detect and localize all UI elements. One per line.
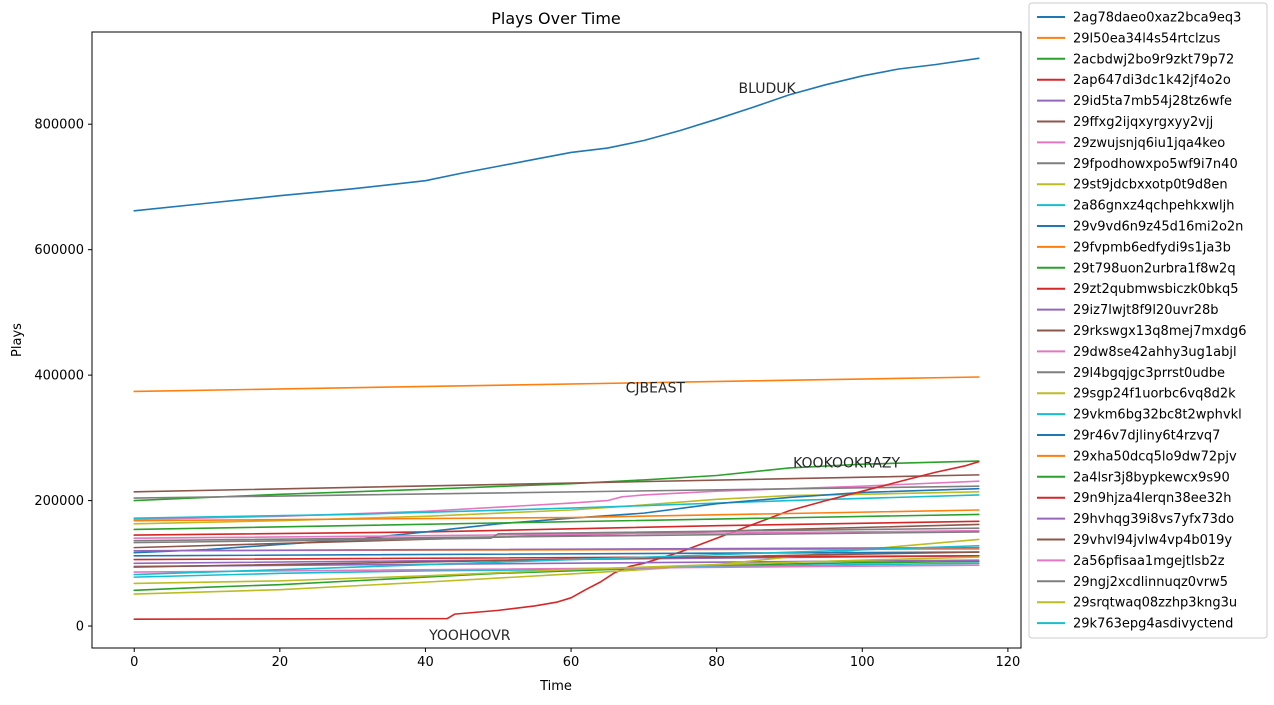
legend-label: 29rkswgx13q8mej7mxdg6 [1073,324,1247,339]
annotation-label: BLUDUK [739,81,797,97]
legend-label: 29xha50dcq5lo9dw72pjv [1073,449,1237,464]
series-line-29hvhqg39i8vs7yfx73do [133,546,980,552]
series-line-29l4bgqjgc3prrst0udbe [133,527,980,544]
x-axis-ticks: 0 20 40 60 80 100 120 [130,648,1020,670]
series-line-29n9hjza4lerqn38ee32h [133,554,980,561]
chart-legend: 2ag78daeo0xaz2bca9eq3 29l50ea34l4s54rtclz… [1028,2,1268,639]
series-line-29dw8se42ahhy3ug1abjl [133,529,980,540]
legend-label: 29hvhqg39i8vs7yfx73do [1073,512,1234,527]
series-line-2acbdwj2bo9r9zkt79p72 [133,460,980,502]
series-line-29srqtwaq08zzhp3kng3u [133,556,980,585]
legend-label: 29st9jdcbxxotp0t9d8en [1073,178,1228,193]
y-tick-label: 0 [76,620,84,635]
x-tick-label: 40 [417,655,434,670]
legend-label: 29vhvl94jvlw4vp4b019y [1073,533,1232,548]
series-line-29v9vd6n9z45d16mi2o2n [133,487,980,554]
legend-label: 2ag78daeo0xaz2bca9eq3 [1073,11,1241,26]
x-tick-label: 0 [130,655,138,670]
series-line-2a4lsr3j8bypkewcx9s90 [133,513,980,531]
plot-area [133,57,980,620]
series-line-29r46v7djliny6t4rzvq7 [133,551,980,557]
legend-label: 29n9hjza4lerqn38ee32h [1073,491,1232,506]
x-tick-label: 120 [995,655,1020,670]
series-line-29zt2qubmwsbiczk0bkq5 [133,460,980,620]
series-line-2ag78daeo0xaz2bca9eq3 [133,57,980,212]
legend-label: 29srqtwaq08zzhp3kng3u [1073,596,1237,611]
series-line-29k763epg4asdivyctend [133,544,980,576]
legend-label: 29id5ta7mb54j28tz6wfe [1073,94,1232,109]
series-line-29l50ea34l4s54rtclzus [133,376,980,393]
series-line-29t798uon2urbra1f8w2q [133,560,980,592]
legend-label: 2ap647di3dc1k42jf4o2o [1073,73,1231,88]
series-line-29xha50dcq5lo9dw72pjv [133,509,980,522]
legend-label: 2acbdwj2bo9r9zkt79p72 [1073,52,1234,67]
legend-label: 29v9vd6n9z45d16mi2o2n [1073,220,1243,235]
legend-label: 29l50ea34l4s54rtclzus [1073,31,1221,46]
axes-frame [91,31,1022,649]
x-tick-label: 100 [850,655,875,670]
y-tick-label: 800000 [34,118,84,133]
legend-label: 2a86gnxz4qchpehkxwljh [1073,199,1235,214]
legend-label: 29iz7lwjt8f9l20uvr28b [1073,303,1219,318]
legend-label: 29zt2qubmwsbiczk0bkq5 [1073,282,1238,297]
legend-label: 29r46v7djliny6t4rzvq7 [1073,429,1220,444]
legend-label: 29ffxg2ijqxyrgxyy2vjj [1073,115,1213,130]
legend-label: 29fpodhowxpo5wf9i7n40 [1073,157,1238,172]
x-tick-label: 80 [708,655,725,670]
y-axis-label: Plays [10,323,25,357]
legend-frame [1028,2,1268,639]
legend-label: 29zwujsnjq6iu1jqa4keo [1073,136,1225,151]
chart-annotations: BLUDUK CJBEAST KOOKOOKRAZY YOOHOOVR [428,81,900,644]
legend-label: 29ngj2xcdlinnuqz0vrw5 [1073,575,1228,590]
legend-label: 29k763epg4asdivyctend [1073,617,1233,632]
y-tick-label: 400000 [34,369,84,384]
legend-label: 29fvpmb6edfydi9s1ja3b [1073,240,1231,255]
series-line-2a56pfisaa1mgejtlsb2z [133,564,980,573]
y-tick-label: 200000 [34,494,84,509]
series-line-29ngj2xcdlinnuqz0vrw5 [133,531,980,542]
series-line-29ffxg2ijqxyrgxyy2vjj [133,474,980,493]
legend-label: 29t798uon2urbra1f8w2q [1073,261,1236,276]
legend-label: 29l4bgqjgc3prrst0udbe [1073,366,1225,381]
series-line-2ap647di3dc1k42jf4o2o [133,520,980,536]
legend-label: 29dw8se42ahhy3ug1abjl [1073,345,1237,360]
series-line-29zwujsnjq6iu1jqa4keo [133,480,980,521]
annotation-label: YOOHOOVR [428,628,511,644]
chart-title: Plays Over Time [491,9,621,28]
legend-label: 29sgp24f1uorbc6vq8d2k [1073,387,1236,402]
annotation-label: CJBEAST [626,381,686,397]
legend-label: 2a4lsr3j8bypkewcx9s90 [1073,470,1230,485]
annotation-label: KOOKOOKRAZY [793,455,900,471]
x-tick-label: 60 [563,655,580,670]
y-tick-label: 600000 [34,243,84,258]
x-tick-label: 20 [272,655,289,670]
series-line-29fpodhowxpo5wf9i7n40 [133,485,980,499]
legend-label: 2a56pfisaa1mgejtlsb2z [1073,554,1225,569]
y-axis-ticks: 0 200000 400000 600000 800000 [34,118,92,635]
x-axis-label: Time [539,679,572,694]
legend-label: 29vkm6bg32bc8t2wphvkl [1073,408,1242,423]
series-line-2a86gnxz4qchpehkxwljh [133,494,980,519]
